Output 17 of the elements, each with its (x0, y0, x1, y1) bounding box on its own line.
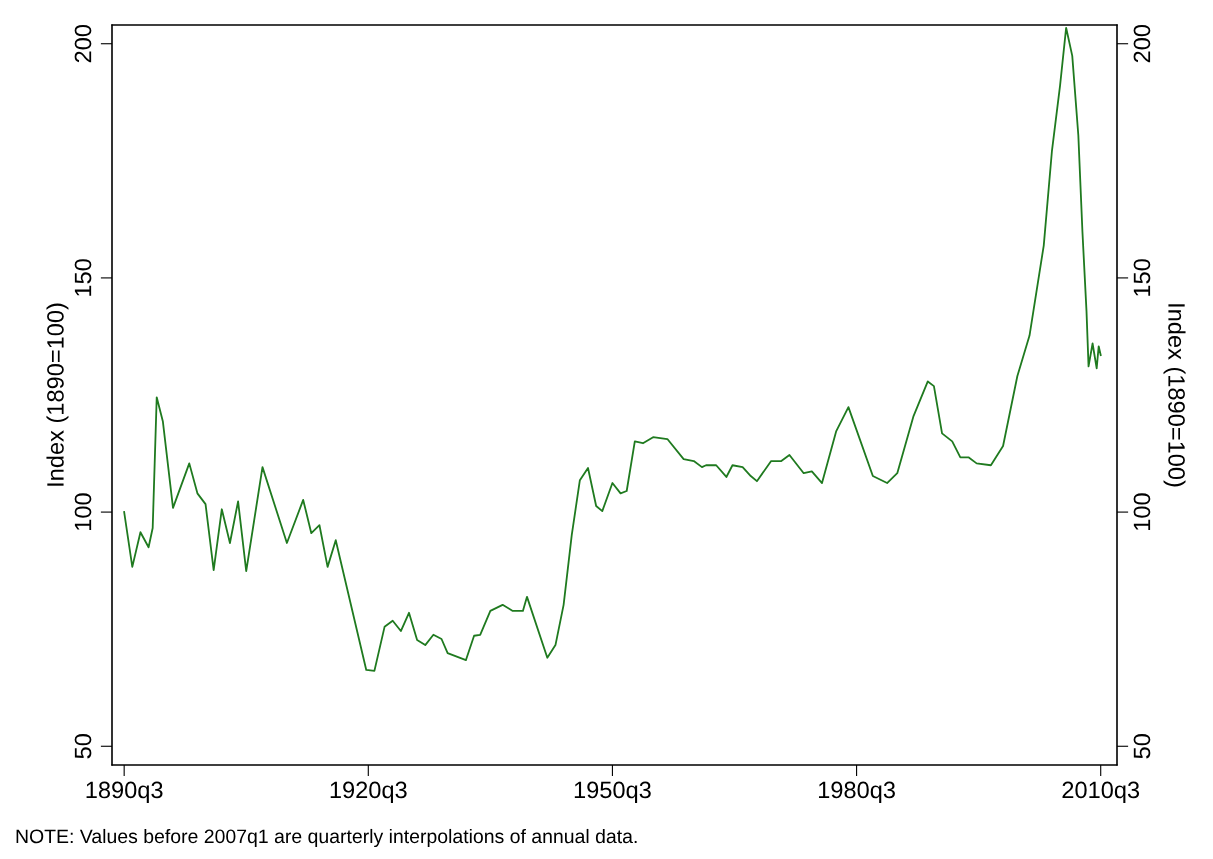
x-tick-label: 1950q3 (574, 781, 651, 803)
text: NOTE: Values before 2007q1 are quarterly interpolations of annual data. (16, 828, 637, 848)
y2-tick-label: 150 (1133, 259, 1151, 296)
x-tick-label: 1920q3 (330, 781, 407, 803)
y2-tick-label: 100 (1133, 493, 1151, 530)
y-tick-label: 200 (74, 24, 92, 63)
x-tick-label: 1980q3 (818, 781, 895, 803)
y-tick-label: 150 (74, 259, 92, 296)
y-tick-label: 100 (74, 493, 92, 530)
y-tick-label: 50 (74, 734, 92, 759)
x-tick-label: 1890q3 (86, 781, 163, 803)
line-series (123, 26, 1102, 672)
y2-tick-label: 50 (1133, 734, 1151, 759)
y2-axis-title: Index (1890=100) (1163, 304, 1186, 487)
x-tick-label: 2010q3 (1062, 781, 1140, 803)
y-axis-title: Index (1890=100) (46, 303, 69, 486)
y2-tick-label: 200 (1133, 24, 1151, 63)
